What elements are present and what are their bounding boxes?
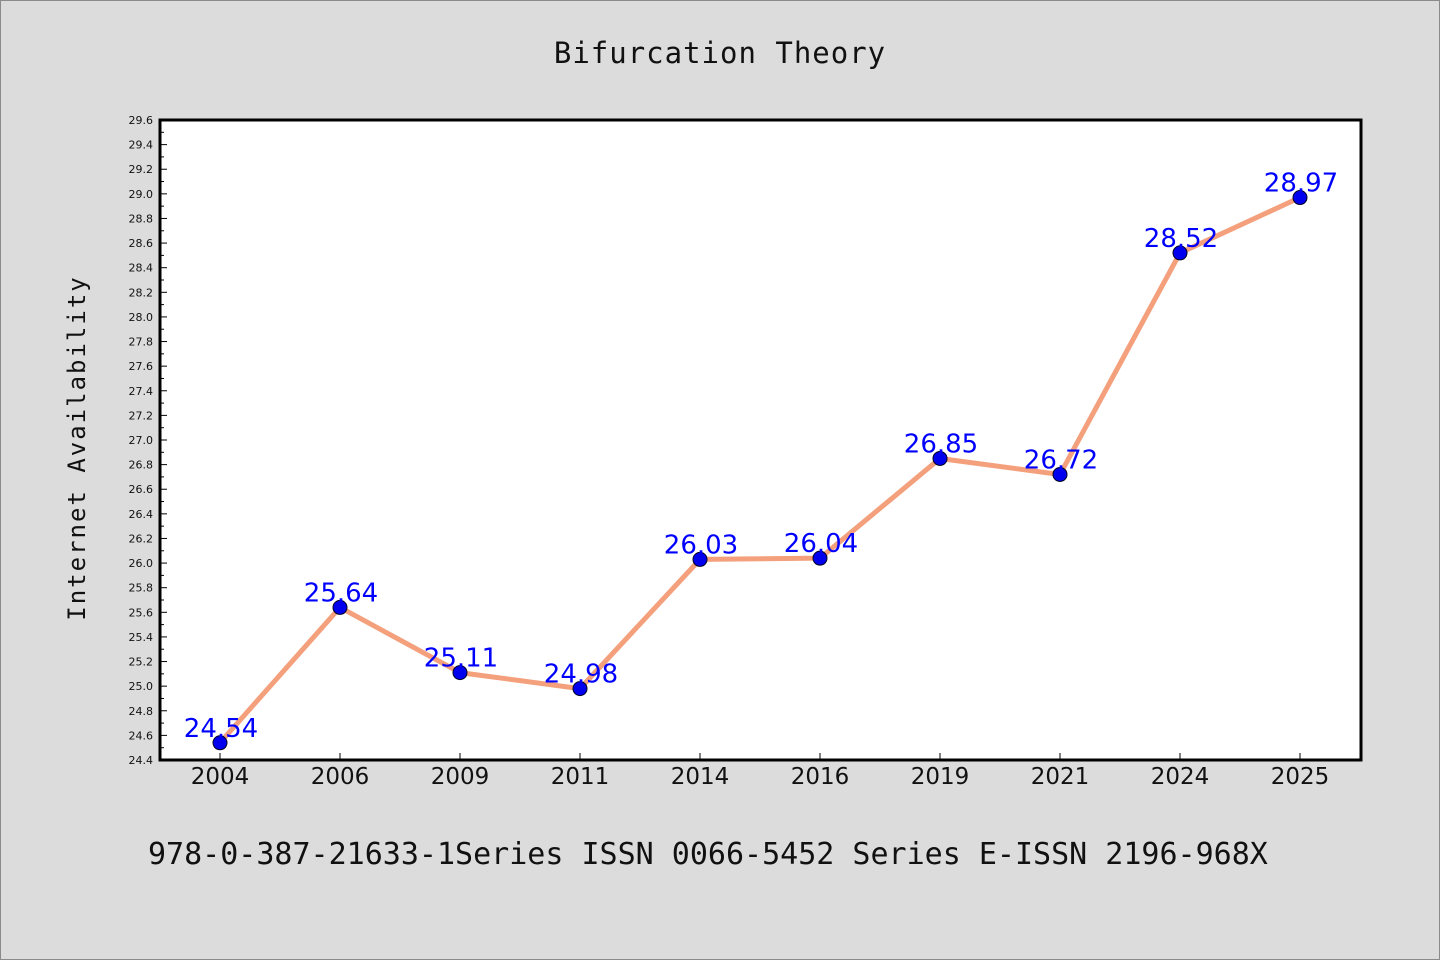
y-tick-label: 25.0 — [129, 680, 154, 693]
x-axis: 2004 2006 2009 2011 2014 2016 2019 2021 2024 2025 — [191, 753, 1330, 790]
plot-area — [160, 120, 1361, 760]
x-tick-label: 2006 — [311, 764, 370, 790]
y-tick-label: 27.0 — [129, 434, 154, 447]
data-label: 26.85 — [904, 429, 978, 459]
data-label: 25.64 — [304, 578, 378, 608]
y-tick-label: 25.8 — [129, 582, 154, 595]
y-tick-label: 28.0 — [129, 311, 154, 324]
y-tick-label: 27.4 — [129, 385, 154, 398]
y-tick-label: 28.4 — [129, 262, 154, 275]
data-label: 28.97 — [1264, 169, 1338, 199]
data-label: 26.72 — [1024, 445, 1098, 475]
data-point — [1172, 245, 1188, 261]
x-tick-label: 2019 — [911, 764, 970, 790]
y-tick-label: 25.4 — [129, 631, 154, 644]
y-tick-label: 26.0 — [129, 557, 154, 570]
series-layer — [212, 190, 1308, 751]
y-tick-label: 25.6 — [129, 606, 154, 619]
y-tick-label: 26.8 — [129, 459, 154, 472]
data-label: 25.11 — [424, 644, 498, 674]
y-tick-label: 27.6 — [129, 360, 154, 373]
series-line — [218, 195, 1302, 745]
data-point — [1052, 466, 1068, 482]
y-tick-label: 26.4 — [129, 508, 154, 521]
x-tick-label: 2016 — [791, 764, 850, 790]
y-tick-label: 26.6 — [129, 483, 154, 496]
x-tick-label: 2011 — [551, 764, 610, 790]
x-tick-label: 2014 — [671, 764, 730, 790]
y-tick-label: 28.6 — [129, 237, 154, 250]
y-tick-label: 26.2 — [129, 532, 154, 545]
y-tick-label: 27.8 — [129, 336, 154, 349]
x-tick-label: 2009 — [431, 764, 490, 790]
data-point — [332, 599, 348, 615]
x-tick-label: 2025 — [1271, 764, 1330, 790]
y-tick-label: 28.8 — [129, 212, 154, 225]
data-label: 26.03 — [664, 530, 738, 560]
y-tick-label: 28.2 — [129, 286, 154, 299]
y-tick-label: 29.2 — [129, 163, 154, 176]
data-point — [572, 681, 588, 697]
y-tick-label: 29.6 — [129, 114, 154, 127]
y-tick-label: 24.4 — [129, 754, 154, 767]
y-tick-label: 27.2 — [129, 409, 154, 422]
y-tick-label: 24.6 — [129, 729, 154, 742]
x-tick-label: 2021 — [1031, 764, 1090, 790]
data-point — [1292, 190, 1308, 206]
data-label: 24.54 — [184, 714, 258, 744]
x-tick-label: 2004 — [191, 764, 250, 790]
y-tick-label: 25.2 — [129, 656, 154, 669]
footer-text: 978-0-387-21633-1Series ISSN 0066-5452 S… — [148, 837, 1268, 872]
data-point — [812, 550, 828, 566]
y-tick-label: 24.8 — [129, 705, 154, 718]
data-point — [932, 450, 948, 466]
plot-frame — [158, 118, 1363, 762]
y-axis: 24.4 24.6 24.8 25.0 25.2 25.4 25.6 25.8 26.0 26.2… — [129, 114, 167, 767]
chart-title: Bifurcation Theory — [554, 36, 886, 70]
y-tick-label: 29.0 — [129, 188, 154, 201]
data-label: 28.52 — [1144, 224, 1218, 254]
data-label: 24.98 — [544, 660, 618, 690]
data-label: 26.04 — [784, 529, 858, 559]
x-tick-label: 2024 — [1151, 764, 1210, 790]
data-point — [692, 551, 708, 567]
y-axis-label: Internet Availability — [63, 275, 91, 620]
y-tick-label: 29.4 — [129, 139, 154, 152]
data-point — [212, 735, 228, 751]
data-point — [452, 665, 468, 681]
data-labels: 24.54 25.64 25.11 24.98 26.03 26.04 26.85 26.72… — [184, 169, 1338, 744]
